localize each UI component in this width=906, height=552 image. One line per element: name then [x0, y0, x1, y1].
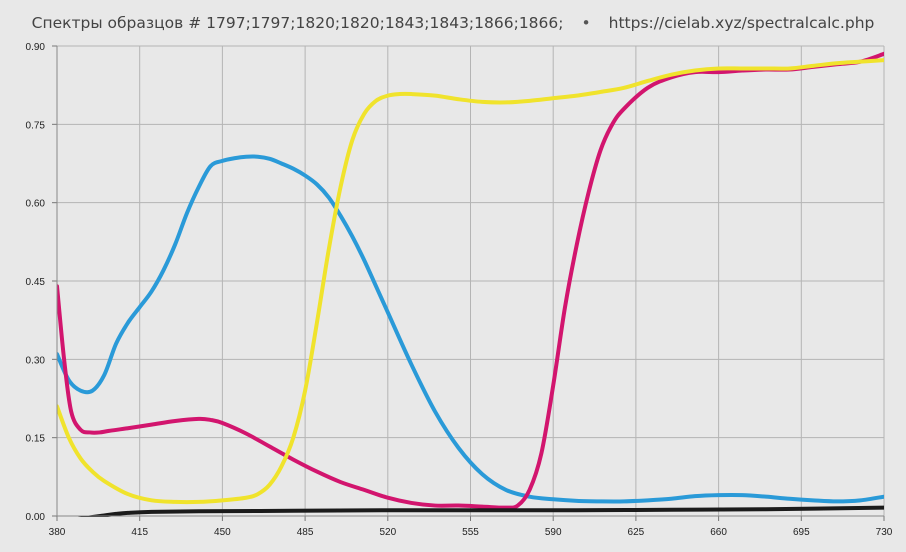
- y-tick-label: 0.00: [26, 512, 46, 523]
- y-tick-label: 0.60: [26, 199, 46, 210]
- chart-title-bar: Спектры образцов # 1797;1797;1820;1820;1…: [0, 14, 906, 32]
- x-tick-label: 555: [462, 527, 479, 538]
- y-tick-label: 0.75: [26, 120, 46, 131]
- y-tick-label: 0.45: [26, 277, 46, 288]
- x-tick-label: 415: [131, 527, 148, 538]
- series-line-4: [77, 505, 884, 517]
- x-tick-label: 380: [49, 527, 66, 538]
- y-tick-label: 0.30: [26, 355, 46, 366]
- y-tick-label: 0.15: [26, 434, 46, 445]
- source-url[interactable]: https://cielab.xyz/spectralcalc.php: [608, 14, 875, 32]
- x-tick-label: 450: [214, 527, 231, 538]
- series-line-2: [57, 51, 884, 510]
- series-line-1: [57, 154, 884, 504]
- x-tick-label: 695: [793, 527, 810, 538]
- x-tick-label: 625: [628, 527, 645, 538]
- x-tick-label: 730: [876, 527, 893, 538]
- x-tick-label: 520: [379, 527, 396, 538]
- x-tick-label: 590: [545, 527, 562, 538]
- x-tick-label: 485: [297, 527, 314, 538]
- title-separator: •: [581, 14, 591, 32]
- x-tick-label: 660: [710, 527, 727, 538]
- series-line-3: [57, 58, 884, 505]
- y-tick-label: 0.90: [26, 42, 46, 53]
- chart-title: Спектры образцов # 1797;1797;1820;1820;1…: [31, 14, 564, 32]
